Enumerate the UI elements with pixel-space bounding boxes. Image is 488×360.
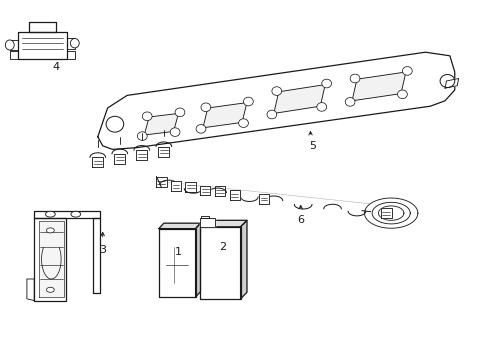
Polygon shape [171,181,181,191]
Ellipse shape [196,125,205,133]
Polygon shape [67,38,75,49]
Ellipse shape [271,87,281,95]
Polygon shape [214,186,225,196]
Ellipse shape [175,108,184,117]
Polygon shape [380,208,391,218]
Polygon shape [259,194,268,204]
Polygon shape [294,204,311,209]
Polygon shape [203,103,246,128]
Polygon shape [201,216,209,218]
Polygon shape [323,204,341,209]
Ellipse shape [106,116,123,132]
Polygon shape [144,113,178,135]
Ellipse shape [46,287,54,292]
Ellipse shape [70,39,79,48]
Ellipse shape [142,112,152,121]
Polygon shape [27,279,34,301]
Polygon shape [195,223,200,297]
Polygon shape [10,40,18,50]
Ellipse shape [5,40,14,50]
Polygon shape [208,188,226,193]
Polygon shape [200,186,210,195]
Polygon shape [347,211,365,216]
Polygon shape [240,197,258,202]
Polygon shape [136,150,147,160]
Polygon shape [444,78,458,88]
Ellipse shape [439,75,454,87]
Ellipse shape [266,110,276,119]
Ellipse shape [349,74,359,83]
Ellipse shape [46,228,54,233]
Ellipse shape [45,211,55,217]
Polygon shape [39,221,63,297]
Polygon shape [273,85,325,113]
Polygon shape [184,189,202,193]
Text: 4: 4 [53,62,60,72]
Ellipse shape [321,79,331,88]
Polygon shape [92,157,103,167]
Polygon shape [29,22,56,32]
Polygon shape [34,211,100,218]
Polygon shape [67,51,75,59]
Polygon shape [364,198,417,228]
Polygon shape [229,190,239,200]
Polygon shape [160,180,177,185]
Text: 1: 1 [175,247,182,257]
Ellipse shape [137,132,147,140]
Ellipse shape [243,97,253,106]
Polygon shape [156,177,166,187]
Polygon shape [240,220,246,299]
Polygon shape [185,182,196,192]
Ellipse shape [238,119,248,127]
Polygon shape [200,218,215,227]
Text: 6: 6 [297,215,304,225]
Ellipse shape [71,211,81,217]
Polygon shape [351,72,405,101]
Text: 5: 5 [309,141,316,151]
Ellipse shape [345,98,354,106]
Ellipse shape [201,103,210,112]
Polygon shape [371,202,409,224]
Ellipse shape [397,90,407,99]
Polygon shape [378,206,403,220]
Polygon shape [98,52,454,149]
Polygon shape [159,223,200,229]
Polygon shape [158,147,169,157]
Polygon shape [93,218,100,293]
Polygon shape [10,51,18,59]
Polygon shape [18,32,67,59]
Polygon shape [200,227,240,299]
Polygon shape [34,218,66,301]
Polygon shape [159,229,195,297]
Ellipse shape [316,103,326,111]
Polygon shape [200,220,246,227]
Ellipse shape [170,128,180,136]
Polygon shape [264,196,282,201]
Ellipse shape [402,67,411,75]
Text: 3: 3 [99,245,106,255]
Polygon shape [114,154,125,164]
Text: 2: 2 [219,242,225,252]
